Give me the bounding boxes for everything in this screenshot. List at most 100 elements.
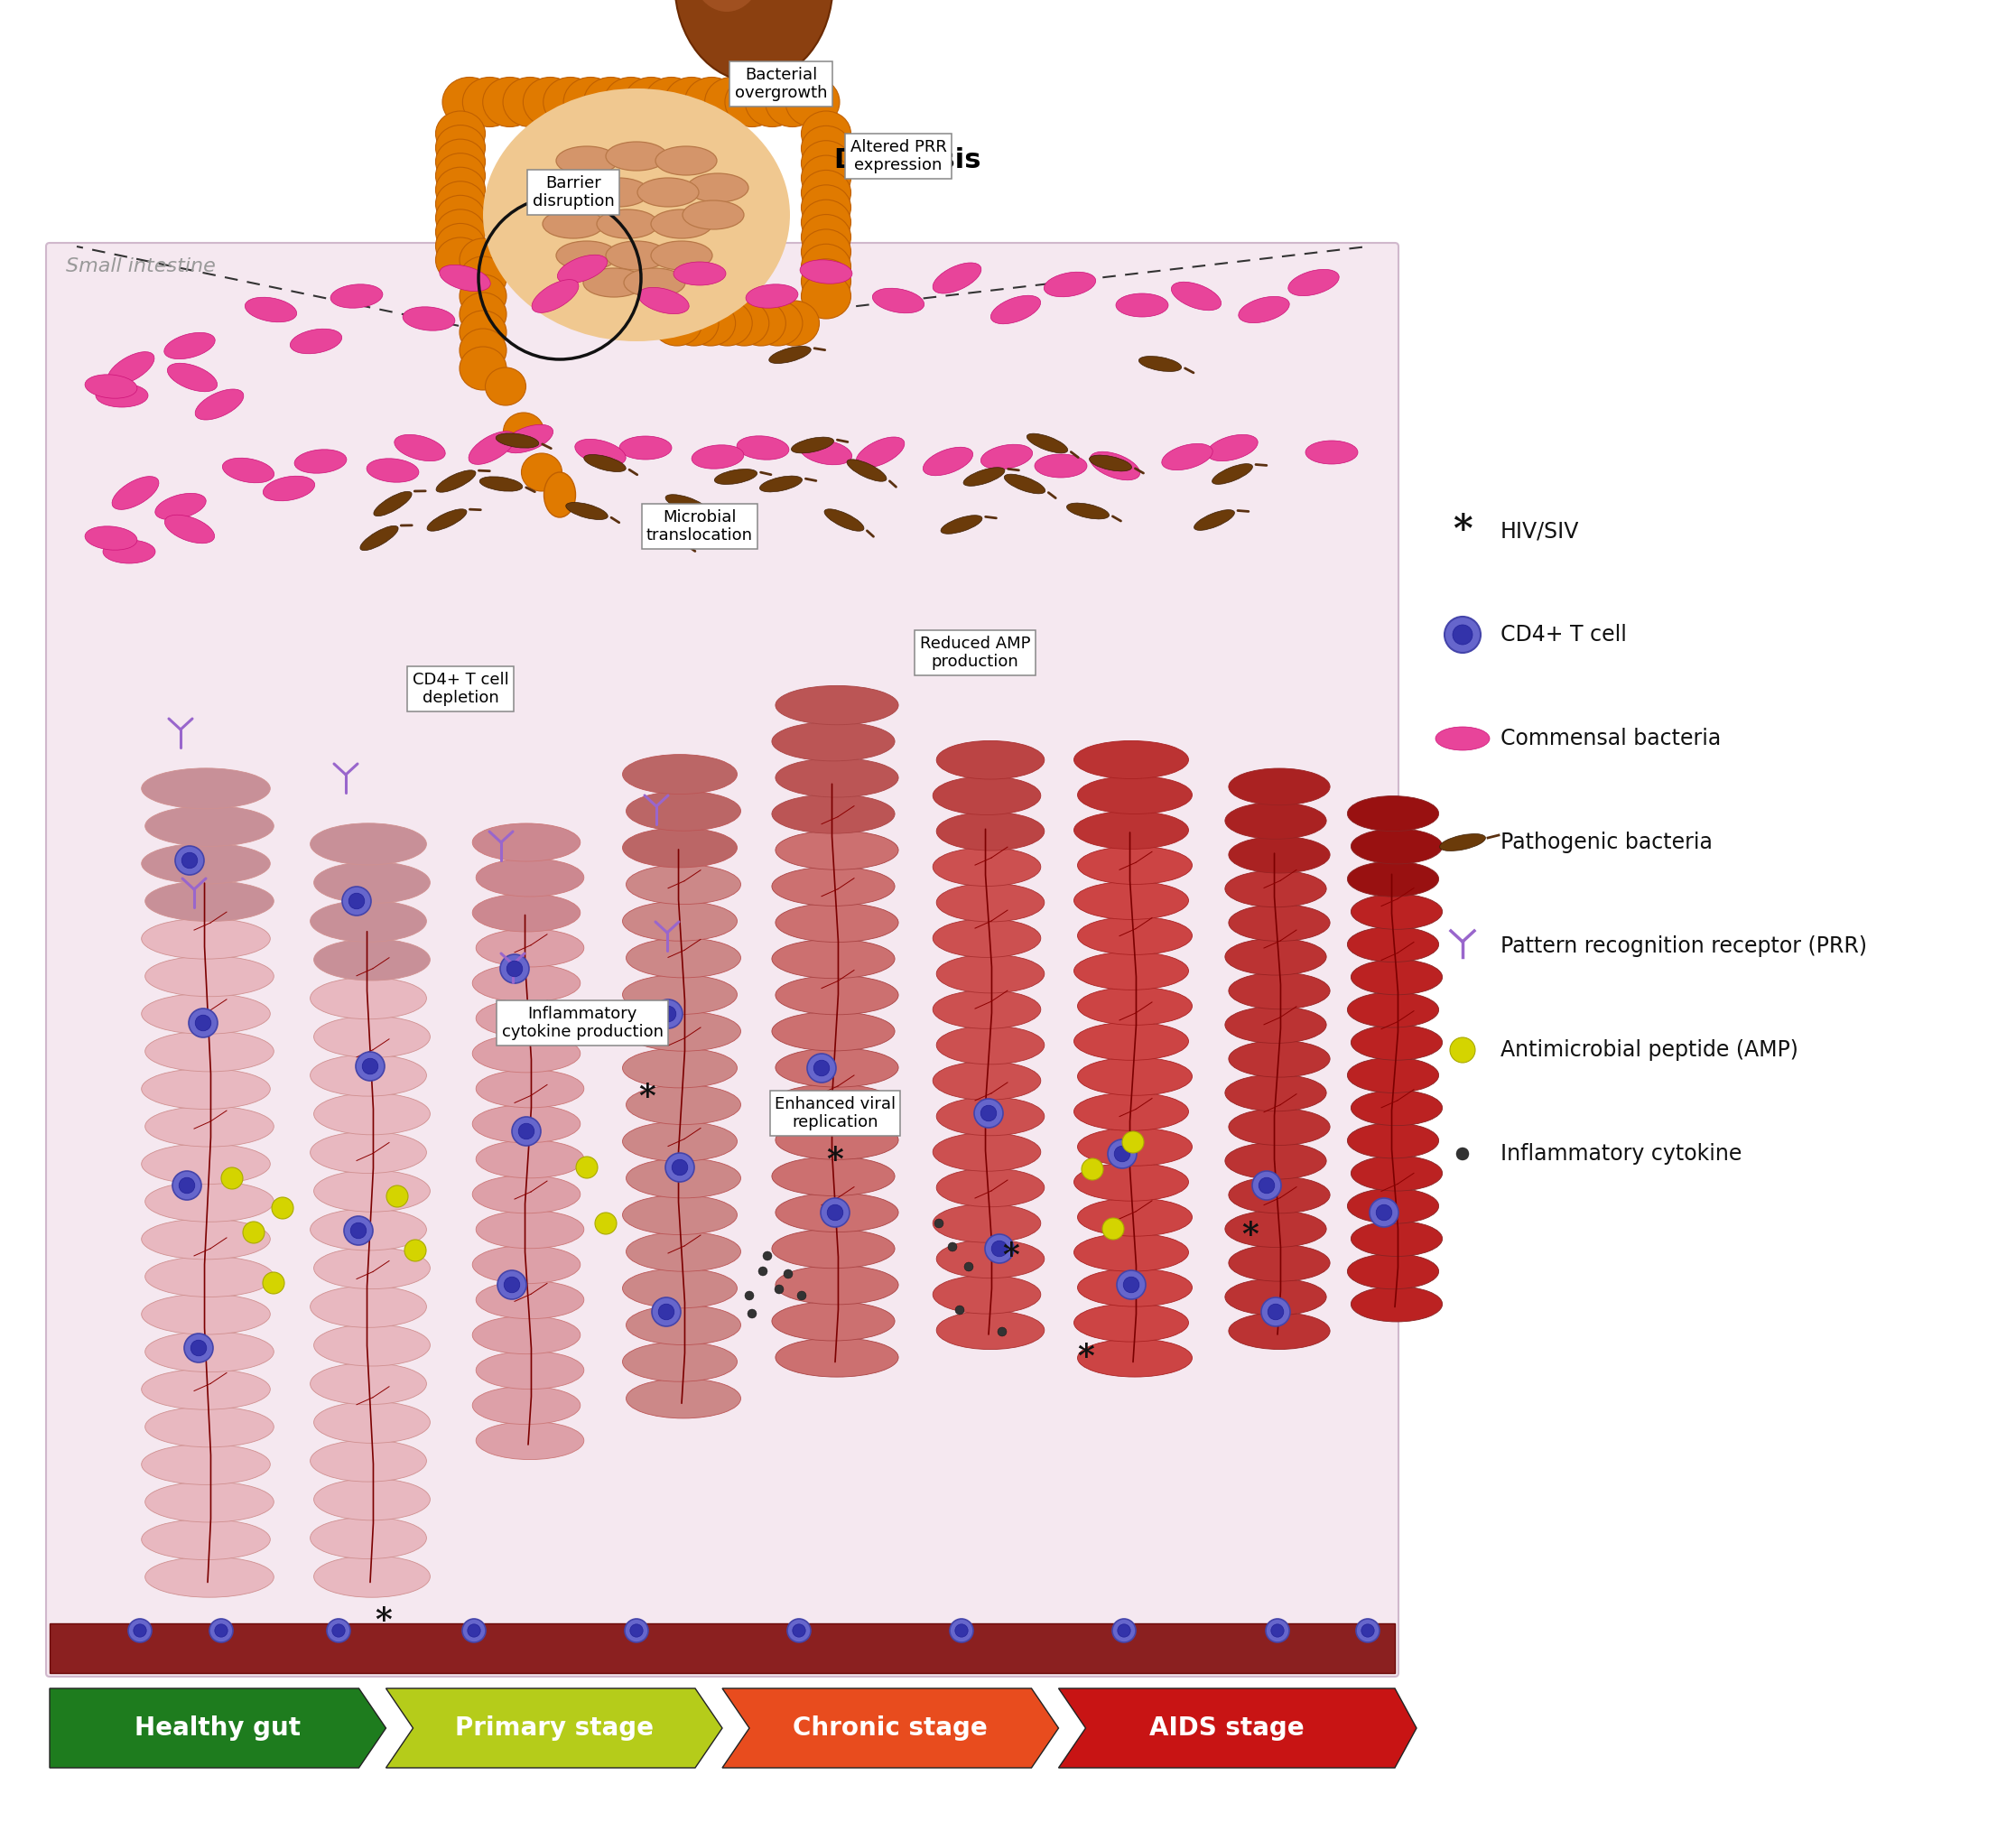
Ellipse shape [772,1157,895,1195]
Circle shape [1115,1146,1131,1162]
Ellipse shape [462,77,516,128]
Ellipse shape [675,0,833,82]
Ellipse shape [1075,1162,1189,1201]
Ellipse shape [482,77,536,128]
Ellipse shape [627,1305,740,1345]
Ellipse shape [442,77,496,128]
Text: Antimicrobial peptide (AMP): Antimicrobial peptide (AMP) [1500,1039,1798,1060]
Ellipse shape [1347,1122,1439,1159]
Ellipse shape [627,1232,740,1272]
Circle shape [1262,1297,1290,1326]
Circle shape [333,1623,345,1636]
Ellipse shape [772,1084,895,1124]
Circle shape [792,1623,806,1636]
Ellipse shape [435,138,486,184]
Ellipse shape [472,964,581,1002]
Ellipse shape [736,301,786,346]
Text: Small intestine: Small intestine [67,257,216,275]
Circle shape [653,1000,683,1028]
Ellipse shape [627,791,740,831]
Ellipse shape [1226,871,1327,907]
Circle shape [974,1099,1004,1128]
Ellipse shape [472,895,581,931]
Circle shape [1117,1270,1145,1299]
Circle shape [1450,1037,1476,1062]
Ellipse shape [1077,1128,1191,1166]
Ellipse shape [222,457,274,483]
Circle shape [758,1266,768,1275]
Ellipse shape [623,268,685,297]
Ellipse shape [623,1122,738,1161]
Ellipse shape [772,867,895,906]
Circle shape [1361,1623,1375,1636]
Ellipse shape [776,685,899,725]
Ellipse shape [746,77,798,128]
Text: Dysbiosis: Dysbiosis [833,148,982,173]
Ellipse shape [1228,1244,1331,1281]
Ellipse shape [623,1343,738,1381]
Circle shape [343,887,371,915]
Ellipse shape [460,346,506,390]
Circle shape [671,1159,687,1175]
Text: Chronic stage: Chronic stage [792,1716,988,1740]
Ellipse shape [314,1248,429,1288]
Ellipse shape [772,1230,895,1268]
Ellipse shape [1212,465,1252,485]
Circle shape [992,1241,1008,1257]
Ellipse shape [1347,862,1439,896]
Circle shape [1268,1305,1284,1319]
Ellipse shape [290,328,343,353]
Ellipse shape [1306,441,1359,465]
Circle shape [821,1199,849,1226]
Ellipse shape [669,301,720,346]
Ellipse shape [605,142,667,171]
Ellipse shape [687,517,730,532]
Ellipse shape [460,310,506,353]
Ellipse shape [141,993,270,1035]
Ellipse shape [556,241,617,270]
Ellipse shape [435,168,486,213]
Ellipse shape [1347,1188,1439,1224]
Ellipse shape [575,439,625,466]
Ellipse shape [1034,454,1087,477]
Ellipse shape [1347,796,1439,831]
Ellipse shape [627,1084,740,1124]
Ellipse shape [141,844,270,884]
Ellipse shape [145,1407,274,1447]
Circle shape [351,1223,367,1239]
Circle shape [387,1186,407,1208]
Ellipse shape [623,1048,738,1088]
Circle shape [179,1177,196,1193]
Circle shape [659,1006,675,1022]
Ellipse shape [691,445,744,468]
Ellipse shape [766,77,818,128]
Circle shape [173,1172,202,1201]
Circle shape [950,1620,974,1642]
Circle shape [814,1060,829,1077]
Ellipse shape [1077,1199,1191,1235]
Ellipse shape [435,210,486,255]
Ellipse shape [435,153,486,199]
Circle shape [935,1219,943,1228]
Ellipse shape [1226,1142,1327,1179]
Ellipse shape [1226,938,1327,975]
Ellipse shape [605,77,657,128]
Ellipse shape [1226,802,1327,840]
Ellipse shape [163,333,216,359]
Text: Barrier
disruption: Barrier disruption [532,175,615,210]
Circle shape [595,1213,617,1233]
Circle shape [349,893,365,909]
Ellipse shape [141,1368,270,1410]
Ellipse shape [314,1479,429,1520]
Ellipse shape [145,1481,274,1521]
Ellipse shape [935,1168,1044,1206]
Ellipse shape [786,77,839,128]
Ellipse shape [935,1239,1044,1279]
Circle shape [806,1053,837,1082]
Ellipse shape [141,918,270,958]
Ellipse shape [522,77,577,128]
Ellipse shape [141,1144,270,1184]
Ellipse shape [522,454,562,492]
Ellipse shape [472,1387,581,1425]
Text: *: * [375,1605,393,1636]
